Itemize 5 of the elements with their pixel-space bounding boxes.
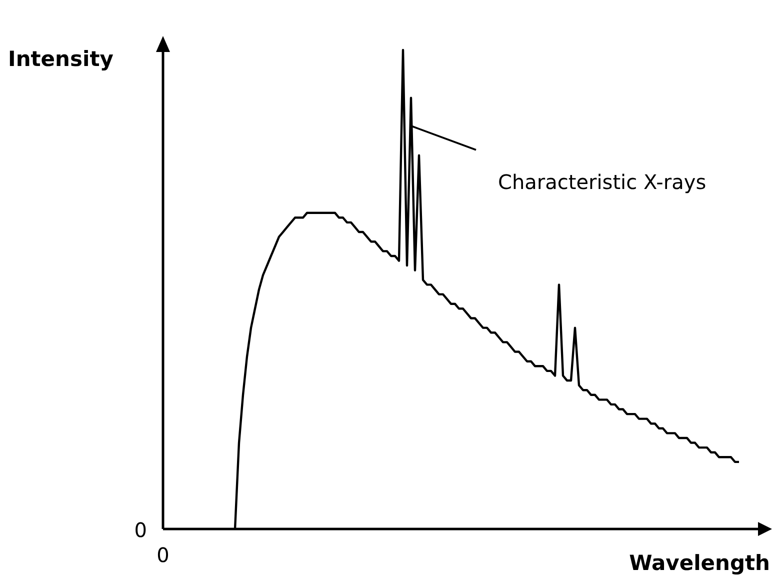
y-axis-title: Intensity <box>8 47 114 71</box>
x-axis-title: Wavelength <box>629 551 770 575</box>
text: 0 <box>134 518 147 542</box>
annotation: Characteristic X-rays <box>498 170 706 194</box>
text: 0 <box>156 543 170 567</box>
